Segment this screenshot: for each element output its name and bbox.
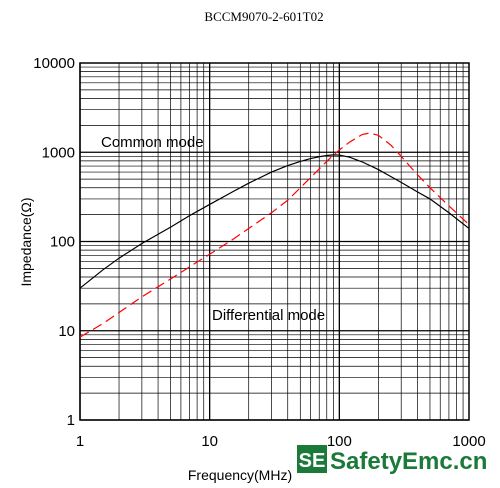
y-axis-label: Impedance(Ω): [18, 197, 34, 286]
plot-frame: [79, 62, 470, 421]
y-tick-label: 10: [58, 323, 75, 340]
annotation-common-mode: Common mode: [101, 134, 204, 151]
watermark: SE SafetyEmc.cn: [297, 445, 487, 475]
x-tick-label: 1: [76, 433, 84, 450]
y-tick-label: 10000: [33, 55, 75, 72]
watermark-text: SafetyEmc.cn: [330, 448, 487, 475]
x-tick-label: 10: [201, 433, 218, 450]
chart-title: BCCM9070-2-601T02: [204, 9, 323, 24]
series-group: [79, 132, 470, 338]
series-line-differential-mode: [79, 132, 470, 338]
y-tick-labels: 1 10 100 1000 10000: [33, 55, 75, 429]
watermark-badge: SE: [299, 450, 326, 472]
watermark-badge-box: [297, 445, 327, 473]
chart-grid: [79, 63, 469, 421]
y-tick-label: 100: [50, 234, 75, 251]
y-tick-label: 1: [67, 412, 75, 429]
x-axis-label: Frequency(MHz): [188, 467, 292, 483]
series-line-common-mode: [79, 154, 470, 289]
x-tick-label: 100: [327, 433, 352, 450]
x-tick-labels: 1 10 100 1000: [76, 433, 486, 450]
y-tick-label: 1000: [42, 144, 75, 161]
x-tick-label: 1000: [452, 433, 485, 450]
annotation-differential-mode: Differential mode: [212, 307, 325, 324]
